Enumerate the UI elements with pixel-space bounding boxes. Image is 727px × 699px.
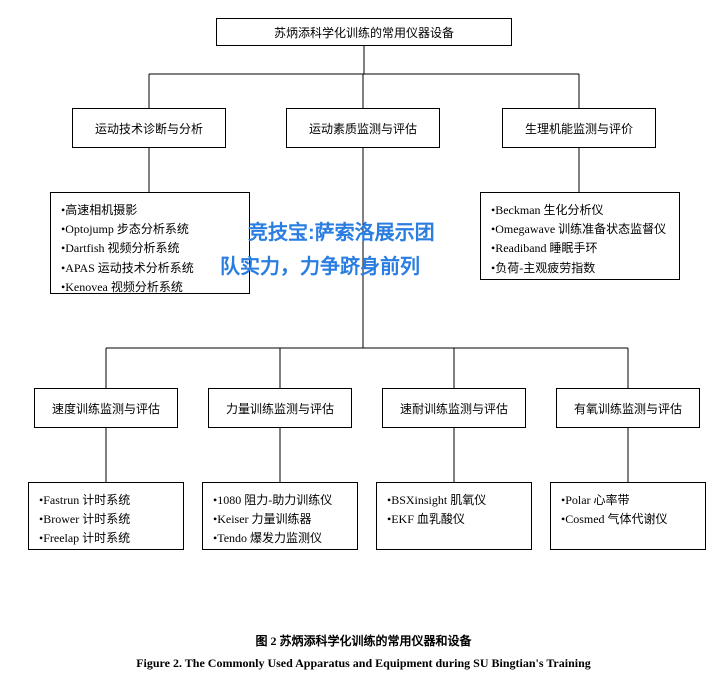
sub1-box: 速度训练监测与评估	[34, 388, 178, 428]
slist4-box: •Polar 心率带•Cosmed 气体代谢仪	[550, 482, 706, 550]
list-item: •Cosmed 气体代谢仪	[561, 510, 695, 529]
list-item: •Omegawave 训练准备状态监督仪	[491, 220, 669, 239]
list-item: •EKF 血乳酸仪	[387, 510, 521, 529]
watermark-line2: 队实力，力争跻身前列	[220, 250, 420, 279]
list-item: •Polar 心率带	[561, 491, 695, 510]
slist1-box: •Fastrun 计时系统•Brower 计时系统•Freelap 计时系统	[28, 482, 184, 550]
list-item: •1080 阻力-助力训练仪	[213, 491, 347, 510]
sub3-box: 速耐训练监测与评估	[382, 388, 526, 428]
list-item: •APAS 运动技术分析系统	[61, 259, 239, 278]
cat1-box: 运动技术诊断与分析	[72, 108, 226, 148]
list-item: •Keiser 力量训练器	[213, 510, 347, 529]
caption-en: Figure 2. The Commonly Used Apparatus an…	[0, 656, 727, 671]
root-box: 苏炳添科学化训练的常用仪器设备	[216, 18, 512, 46]
list-item: •Freelap 计时系统	[39, 529, 173, 548]
list-item: •Optojump 步态分析系统	[61, 220, 239, 239]
caption-cn: 图 2 苏炳添科学化训练的常用仪器和设备	[0, 632, 727, 649]
cat2-box: 运动素质监测与评估	[286, 108, 440, 148]
list-item: •Brower 计时系统	[39, 510, 173, 529]
list-item: •Beckman 生化分析仪	[491, 201, 669, 220]
sub2-box: 力量训练监测与评估	[208, 388, 352, 428]
list-item: •Readiband 睡眠手环	[491, 239, 669, 258]
cat3-box: 生理机能监测与评价	[502, 108, 656, 148]
list-item: •Kenovea 视频分析系统	[61, 278, 239, 297]
watermark-line1: 竞技宝:萨索洛展示团	[248, 216, 435, 245]
list1-box: •高速相机摄影•Optojump 步态分析系统•Dartfish 视频分析系统•…	[50, 192, 250, 294]
list-item: •Dartfish 视频分析系统	[61, 239, 239, 258]
list3-box: •Beckman 生化分析仪•Omegawave 训练准备状态监督仪•Readi…	[480, 192, 680, 280]
connector-lines	[0, 0, 727, 699]
slist3-box: •BSXinsight 肌氧仪•EKF 血乳酸仪	[376, 482, 532, 550]
list-item: •负荷-主观疲劳指数	[491, 259, 669, 278]
list-item: •Fastrun 计时系统	[39, 491, 173, 510]
sub4-box: 有氧训练监测与评估	[556, 388, 700, 428]
list-item: •BSXinsight 肌氧仪	[387, 491, 521, 510]
list-item: •高速相机摄影	[61, 201, 239, 220]
list-item: •Tendo 爆发力监测仪	[213, 529, 347, 548]
slist2-box: •1080 阻力-助力训练仪•Keiser 力量训练器•Tendo 爆发力监测仪	[202, 482, 358, 550]
